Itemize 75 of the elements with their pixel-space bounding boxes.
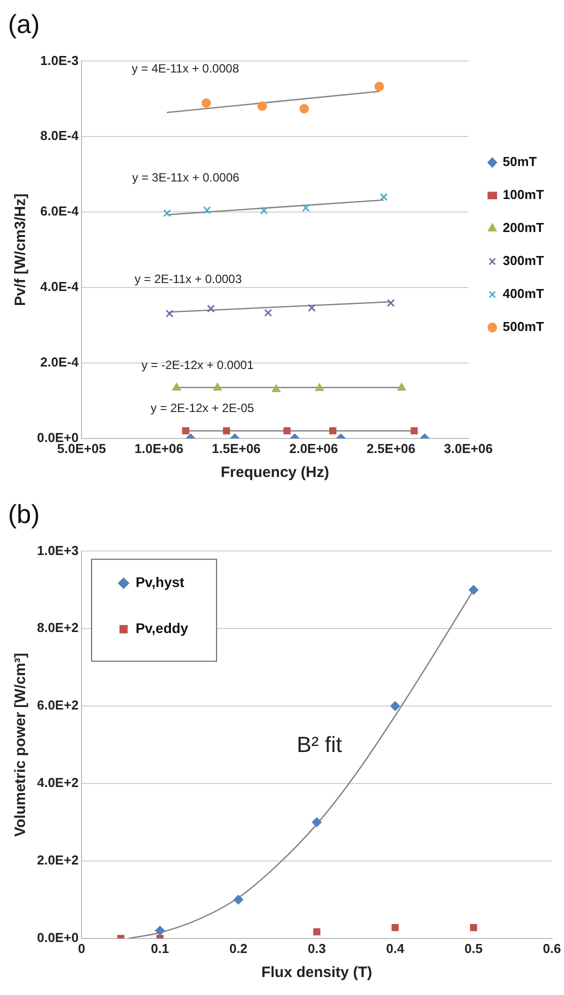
x-tick-label: 0: [78, 940, 86, 956]
legend-label: 100mT: [502, 187, 544, 202]
point: [302, 204, 310, 212]
y-tick-label: 4.0E+2: [36, 775, 79, 790]
annotation: y = 2E-12x + 2E-05: [150, 401, 254, 416]
annotation: y = -2E-12x + 0.0001: [142, 358, 254, 372]
point: [386, 299, 395, 307]
legend-label: 500mT: [502, 319, 544, 334]
point: [163, 209, 172, 218]
y-axis-title: Pv/f [W/cm3/Hz]: [12, 194, 30, 306]
point: [166, 310, 174, 318]
point: [299, 104, 309, 114]
x-tick-label: 0.6: [542, 940, 562, 956]
point: [182, 427, 190, 434]
legend-label: 200mT: [502, 220, 544, 236]
point: [203, 206, 211, 214]
point: [172, 383, 181, 391]
x-tick-label: 0.1: [150, 940, 170, 956]
legend-label: Pv,eddy: [136, 620, 188, 636]
y-tick-label: 6.0E-4: [40, 204, 80, 219]
chart-title: (a): [8, 8, 40, 39]
point: [380, 193, 388, 201]
point: [234, 894, 244, 904]
y-tick-label: 1.0E-3: [40, 52, 79, 68]
point: [264, 308, 272, 317]
y-axis-title: Volumetric power [W/cm³]: [12, 652, 30, 837]
y-tick-label: 8.0E-4: [40, 128, 80, 144]
x-tick-label: 2.0E+06: [289, 440, 338, 456]
x-tick-label: 0.3: [308, 940, 326, 956]
x-tick-label: 0.5: [464, 940, 483, 956]
point: [374, 82, 384, 92]
legend-label: 50mT: [502, 154, 537, 170]
annotation: y = 2E-11x + 0.0003: [134, 272, 242, 286]
point: [283, 427, 291, 434]
point: [312, 817, 322, 827]
y-tick-label: 0.0E+0: [36, 930, 79, 945]
legend-label: Pv,hyst: [136, 574, 185, 590]
y-tick-label: 6.0E+2: [36, 698, 79, 713]
point: [390, 701, 400, 711]
point: [392, 924, 399, 932]
annotation: y = 3E-11x + 0.0006: [132, 170, 240, 184]
x-axis-title: Frequency (Hz): [220, 464, 330, 482]
point: [258, 101, 267, 111]
point: [397, 383, 406, 391]
point: [272, 384, 280, 392]
y-tick-label: 8.0E+2: [36, 620, 79, 636]
point: [410, 427, 418, 434]
y-tick-label: 1.0E+3: [36, 542, 79, 558]
y-tick-label: 2.0E-4: [40, 354, 80, 370]
point: [315, 383, 324, 391]
chart-title: (b): [8, 498, 40, 529]
x-axis-title: Flux density (T): [261, 964, 372, 982]
point: [260, 206, 268, 215]
point: [470, 924, 478, 932]
legend-label: 300mT: [502, 253, 544, 268]
point: [329, 427, 336, 434]
x-tick-label: 1.5E+06: [212, 440, 261, 456]
x-tick-label: 2.5E+06: [366, 440, 416, 456]
annotation: y = 4E-11x + 0.0008: [132, 62, 240, 76]
point: [155, 926, 165, 936]
point: [222, 427, 230, 434]
x-tick-label: 1.0E+06: [134, 440, 184, 456]
x-tick-label: 0.4: [386, 940, 405, 956]
x-tick-label: 3.0E+06: [444, 440, 493, 456]
y-tick-label: 2.0E+2: [36, 852, 79, 868]
point: [308, 304, 316, 312]
point: [468, 585, 478, 595]
annotation: B² fit: [296, 732, 342, 757]
y-tick-label: 4.0E-4: [40, 279, 80, 294]
x-tick-label: 0.2: [229, 940, 248, 956]
point: [206, 304, 215, 313]
point: [213, 383, 222, 391]
point: [313, 928, 320, 936]
legend-label: 400mT: [502, 286, 544, 302]
point: [202, 98, 211, 108]
